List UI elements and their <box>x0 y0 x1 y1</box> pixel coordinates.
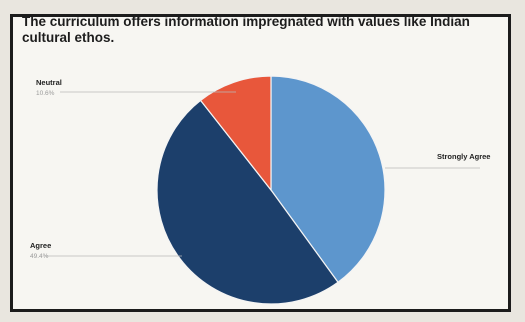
slice-label: Agree <box>30 241 51 250</box>
pie-slice-strongly-agree <box>270 75 386 284</box>
slice-value-label: 49.4% <box>30 253 49 260</box>
pie-slice-agree <box>156 99 339 305</box>
slice-value-label: 10.6% <box>36 90 55 97</box>
slice-label: Strongly Agree <box>437 152 490 161</box>
pie-slice-neutral <box>199 75 272 192</box>
slice-label: Neutral <box>36 78 62 87</box>
chart-title: The curriculum offers information impreg… <box>22 14 470 45</box>
